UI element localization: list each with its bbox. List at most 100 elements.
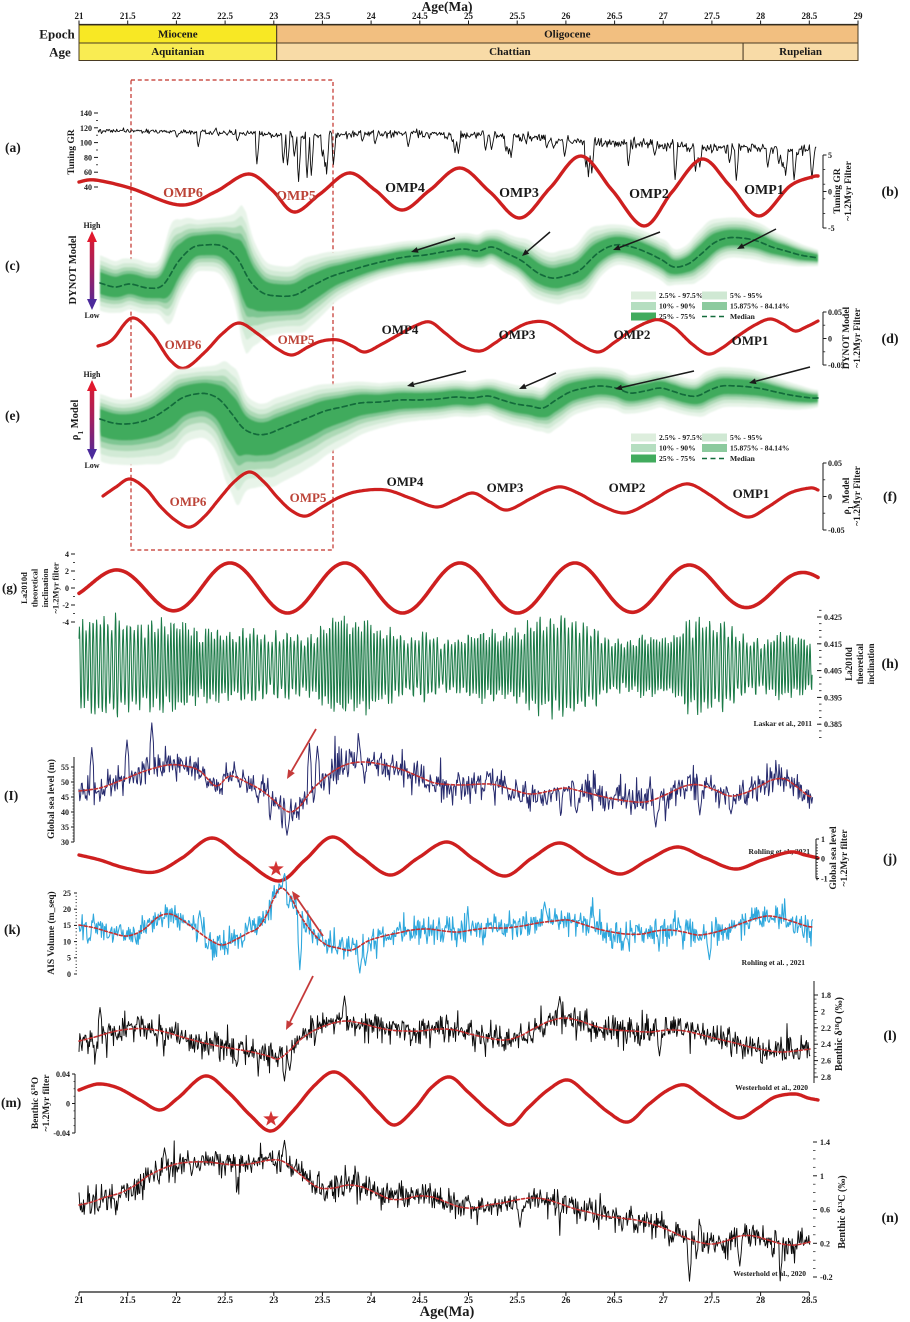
svg-text:0.415: 0.415	[824, 640, 842, 649]
svg-text:28: 28	[756, 1295, 766, 1305]
svg-text:28: 28	[756, 11, 766, 21]
svg-text:-1: -1	[821, 875, 828, 884]
svg-text:0: 0	[821, 855, 825, 864]
svg-text:2: 2	[65, 567, 69, 576]
svg-text:DYNOT Model: DYNOT Model	[68, 235, 79, 304]
svg-text:21: 21	[75, 11, 85, 21]
svg-text:Rohling et al. , 2021: Rohling et al. , 2021	[742, 958, 806, 967]
svg-text:2.8: 2.8	[821, 1073, 831, 1082]
svg-text:100: 100	[80, 139, 92, 148]
svg-text:27: 27	[659, 11, 669, 21]
svg-text:2.2: 2.2	[821, 1024, 831, 1033]
svg-text:2.5% - 97.5%: 2.5% - 97.5%	[659, 291, 703, 300]
svg-text:Global sea level: Global sea level	[829, 826, 839, 890]
svg-text:28.5: 28.5	[801, 1295, 817, 1305]
svg-text:20: 20	[63, 905, 71, 914]
svg-text:-0.05: -0.05	[828, 526, 845, 535]
svg-text:0.6: 0.6	[820, 1206, 830, 1215]
svg-text:OMP4: OMP4	[382, 322, 419, 337]
svg-text:24.5: 24.5	[412, 11, 428, 21]
svg-text:25: 25	[63, 889, 71, 898]
svg-text:24: 24	[367, 11, 377, 21]
svg-text:Chattian: Chattian	[489, 46, 531, 58]
svg-text:~1.2Myr filter: ~1.2Myr filter	[42, 1074, 52, 1132]
svg-text:22.5: 22.5	[217, 11, 233, 21]
svg-text:1.4: 1.4	[820, 1138, 830, 1147]
svg-text:35: 35	[61, 823, 69, 832]
svg-text:1: 1	[821, 835, 825, 844]
svg-text:(f): (f)	[883, 490, 897, 505]
svg-text:5% - 95%: 5% - 95%	[730, 433, 763, 442]
svg-text:OMP1: OMP1	[744, 183, 784, 198]
svg-text:25: 25	[464, 11, 474, 21]
svg-text:~1.2Myr filter: ~1.2Myr filter	[840, 829, 850, 887]
svg-text:theoretical: theoretical	[30, 568, 40, 607]
svg-text:0: 0	[828, 493, 832, 502]
svg-text:OMP2: OMP2	[629, 187, 669, 202]
svg-text:OMP5: OMP5	[276, 189, 316, 204]
svg-text:Benthic δ18O: Benthic δ18O	[30, 1077, 42, 1129]
svg-text:inclination: inclination	[40, 568, 50, 607]
svg-text:55: 55	[61, 763, 69, 772]
svg-text:Age: Age	[49, 45, 71, 60]
svg-text:Low: Low	[84, 311, 99, 320]
svg-text:OMP6: OMP6	[170, 494, 207, 509]
svg-text:2.5% - 97.5%: 2.5% - 97.5%	[659, 433, 703, 442]
svg-text:(j): (j)	[883, 852, 897, 867]
svg-text:(l): (l)	[883, 1029, 897, 1044]
svg-text:~1.2Myr Filter: ~1.2Myr Filter	[853, 465, 863, 525]
svg-text:High: High	[84, 370, 101, 379]
svg-text:26: 26	[561, 11, 571, 21]
svg-text:Low: Low	[84, 461, 99, 470]
svg-text:AIS Volume (m_seq): AIS Volume (m_seq)	[46, 891, 57, 974]
svg-text:24: 24	[367, 1295, 377, 1305]
svg-text:0: 0	[66, 1100, 70, 1109]
svg-text:OMP6: OMP6	[163, 186, 203, 201]
svg-text:Age(Ma): Age(Ma)	[422, 0, 473, 14]
svg-text:(c): (c)	[5, 258, 20, 273]
svg-text:-5: -5	[828, 224, 835, 233]
svg-text:(e): (e)	[5, 408, 20, 423]
svg-text:4: 4	[65, 550, 69, 559]
svg-text:23.5: 23.5	[315, 11, 331, 21]
svg-text:26.5: 26.5	[607, 1295, 623, 1305]
svg-text:15: 15	[63, 921, 71, 930]
svg-text:(d): (d)	[881, 332, 898, 347]
svg-text:(b): (b)	[881, 185, 898, 200]
svg-text:28.5: 28.5	[801, 11, 817, 21]
svg-text:(I): (I)	[4, 788, 18, 803]
svg-text:Benthic δ13C (‰): Benthic δ13C (‰)	[837, 1175, 849, 1248]
svg-text:21.5: 21.5	[120, 1295, 136, 1305]
svg-text:25% - 75%: 25% - 75%	[659, 312, 696, 321]
svg-text:Laskar et al., 2011: Laskar et al., 2011	[754, 719, 813, 728]
svg-text:DYNOT Model: DYNOT Model	[842, 306, 852, 369]
svg-text:Median: Median	[730, 454, 756, 463]
svg-text:45: 45	[61, 793, 69, 802]
svg-text:0.04: 0.04	[56, 1070, 70, 1079]
svg-text:25% - 75%: 25% - 75%	[659, 454, 696, 463]
svg-text:Age(Ma): Age(Ma)	[420, 1304, 475, 1320]
svg-text:25.5: 25.5	[509, 11, 525, 21]
svg-text:50: 50	[61, 778, 69, 787]
svg-text:10% - 90%: 10% - 90%	[659, 302, 696, 311]
svg-text:23.5: 23.5	[315, 1295, 331, 1305]
svg-text:-0.05: -0.05	[828, 361, 845, 370]
svg-text:140: 140	[80, 109, 92, 118]
svg-text:27: 27	[659, 1295, 669, 1305]
svg-text:2.6: 2.6	[821, 1057, 831, 1066]
svg-text:10% - 90%: 10% - 90%	[659, 444, 696, 453]
svg-text:0.425: 0.425	[824, 613, 842, 622]
svg-text:21: 21	[75, 1295, 85, 1305]
svg-text:40: 40	[84, 183, 92, 192]
svg-text:OMP3: OMP3	[499, 327, 536, 342]
svg-text:5% - 95%: 5% - 95%	[730, 291, 763, 300]
svg-text:Rupelian: Rupelian	[779, 46, 822, 58]
svg-text:La2010d: La2010d	[844, 647, 854, 681]
svg-text:~1.2Myr Filter: ~1.2Myr Filter	[853, 307, 863, 367]
svg-text:120: 120	[80, 124, 92, 133]
svg-text:OMP4: OMP4	[385, 181, 425, 196]
svg-text:(a): (a)	[5, 140, 21, 155]
svg-text:23: 23	[269, 11, 279, 21]
svg-text:-2: -2	[62, 601, 69, 610]
svg-text:0.405: 0.405	[824, 667, 842, 676]
